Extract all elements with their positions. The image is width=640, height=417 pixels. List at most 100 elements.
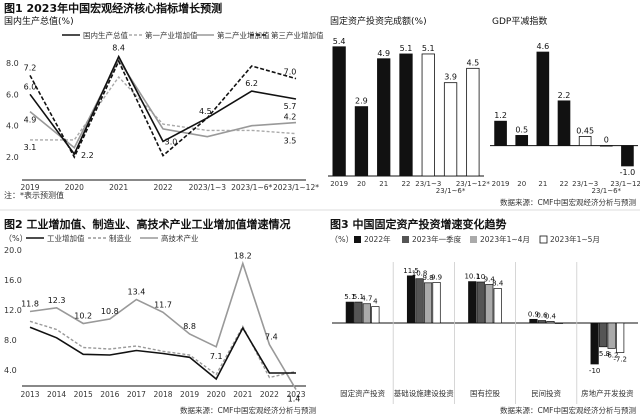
y-tick-label: 16.0 bbox=[4, 276, 22, 285]
bar-value-label: 4.5 bbox=[466, 58, 479, 67]
data-label: 7.0 bbox=[284, 68, 297, 77]
bar-value-label: 8.4 bbox=[492, 280, 504, 288]
figure3-legend: 2022年 2023年一季度 2023年1~4月 2023年1~5月 bbox=[354, 234, 600, 244]
y-tick-label: 8.0 bbox=[6, 59, 19, 68]
category-label: 固定资产投资 bbox=[340, 388, 385, 398]
x-tick-label: 2023/1~12* bbox=[273, 183, 319, 192]
y-tick-label: 2.0 bbox=[6, 153, 19, 162]
data-label: 1.4 bbox=[288, 395, 301, 404]
y-tick-label: 8.0 bbox=[4, 336, 17, 345]
figure1-panel-c-title: GDP平减指数 bbox=[492, 15, 547, 27]
series-line-1 bbox=[29, 326, 296, 381]
data-label: 10.8 bbox=[101, 307, 119, 316]
bar bbox=[371, 306, 380, 324]
x-tick-label: 2014 bbox=[47, 390, 66, 399]
data-label: 4.9 bbox=[24, 116, 37, 125]
figure3-unit: （%） bbox=[330, 235, 354, 244]
x-tick-label: 2023/1~6* bbox=[231, 183, 272, 192]
bar bbox=[485, 284, 494, 324]
figure1-line-chart: 2.0 4.0 6.0 8.0 2019 2020 2021 2022 2023/1~3 2023… bbox=[6, 44, 319, 192]
series-line-3 bbox=[29, 58, 297, 149]
legend-swatch-2023-jan-apr bbox=[470, 236, 477, 243]
bar bbox=[546, 321, 555, 324]
bar-value-label: 11.5 bbox=[403, 267, 419, 275]
x-tick-label: 2022 bbox=[153, 183, 172, 192]
bar-value-label: -10 bbox=[589, 367, 600, 375]
category-label: 基础设施建设投资 bbox=[394, 388, 454, 398]
x-tick-label: 2021 bbox=[109, 183, 128, 192]
figure1-note: 注：*表示预测值 bbox=[4, 190, 64, 200]
x-tick-label: 23/1~3 bbox=[572, 180, 598, 188]
x-tick-label: 2013 bbox=[20, 390, 39, 399]
bar-value-label: 2.9 bbox=[355, 97, 368, 106]
x-tick-label: 2023 bbox=[286, 390, 305, 399]
bar bbox=[406, 275, 416, 324]
x-tick-label: 22 bbox=[560, 180, 569, 188]
bar-value-label: 0.6 bbox=[536, 312, 548, 320]
series-line-2 bbox=[29, 320, 297, 379]
bar bbox=[421, 53, 435, 177]
bar bbox=[578, 136, 592, 146]
legend-swatch-2022 bbox=[354, 236, 361, 243]
bar-value-label: -6.2 bbox=[605, 351, 619, 359]
figure2-legend: 工业增加值 制造业 高技术产业 bbox=[26, 233, 199, 243]
gdp-deflator-bar-chart: 1.2 2019 0.5 20 4.6 21 2.2 22 0.45 23/1~3 0 23/1~6*… bbox=[490, 42, 640, 195]
y-tick-label: 12.0 bbox=[4, 306, 22, 315]
x-tick-label: 2020 bbox=[65, 183, 84, 192]
bar-value-label: 0.4 bbox=[545, 312, 557, 320]
data-label: 7.4 bbox=[265, 333, 278, 342]
bar-value-label: 0.5 bbox=[515, 125, 528, 134]
data-label: 11.7 bbox=[154, 300, 172, 309]
bar-value-label: 5.1 bbox=[422, 44, 435, 53]
bar bbox=[557, 100, 571, 147]
category-label: 房地产开发投资 bbox=[581, 388, 634, 398]
bar bbox=[468, 281, 477, 324]
legend-label-gdp: 国内生产总值 bbox=[83, 30, 128, 40]
x-tick-label: 2016 bbox=[100, 390, 119, 399]
data-label: 18.2 bbox=[234, 252, 252, 261]
bar-value-label: -1.0 bbox=[620, 168, 636, 177]
bar-value-label: 5.1 bbox=[344, 293, 355, 301]
data-label: 10.2 bbox=[74, 312, 92, 321]
data-label: 4.2 bbox=[284, 113, 297, 122]
data-label: 3.1 bbox=[24, 143, 37, 152]
bar-value-label: 2.2 bbox=[558, 91, 571, 100]
bar bbox=[432, 282, 441, 324]
figure2-title: 图2 工业增加值、制造业、高技术产业工业增加值增速情况 bbox=[4, 217, 290, 231]
figure1-panel-b-title: 固定资产投资完成额(%) bbox=[330, 15, 427, 27]
figure1-title: 图1 2023年中国宏观经济核心指标增长预测 bbox=[4, 1, 222, 15]
data-label: 8.4 bbox=[112, 44, 125, 53]
data-label: 8.8 bbox=[183, 322, 196, 331]
legend-label-tertiary: 第三产业增加值 bbox=[271, 30, 324, 40]
bar-value-label: 0.9 bbox=[528, 310, 539, 318]
x-tick-label: 20 bbox=[517, 180, 526, 188]
legend-label-2022: 2022年 bbox=[364, 234, 391, 244]
figure1-ylabel: 国内生产总值(%) bbox=[4, 15, 74, 27]
data-label: 5.7 bbox=[284, 102, 297, 111]
x-tick-label: 2019 bbox=[180, 390, 199, 399]
x-tick-label: 21 bbox=[538, 180, 547, 188]
bar bbox=[466, 67, 480, 177]
data-label: 3.0 bbox=[165, 137, 178, 146]
x-tick-label: 23/1~6* bbox=[436, 187, 466, 195]
bar-value-label: 10.1 bbox=[464, 273, 480, 281]
legend-label-manufacturing: 制造业 bbox=[109, 233, 132, 243]
bar bbox=[554, 322, 564, 324]
legend-label-2023-jan-may: 2023年1~5月 bbox=[550, 234, 600, 244]
bar-value-label: 1.2 bbox=[494, 111, 507, 120]
x-tick-label: 2018 bbox=[153, 390, 172, 399]
data-label: 4.5 bbox=[199, 107, 212, 116]
x-tick-label: 23/1~3 bbox=[415, 180, 441, 188]
bar bbox=[354, 301, 363, 324]
x-tick-label: 2023/1~3 bbox=[189, 183, 227, 192]
bar bbox=[332, 46, 346, 177]
bar-value-label: 4.6 bbox=[536, 42, 549, 51]
category-label: 民间投资 bbox=[531, 388, 561, 398]
x-tick-label: 22 bbox=[402, 180, 411, 188]
data-label: 13.4 bbox=[127, 288, 145, 297]
bar-value-label: 5.1 bbox=[353, 293, 364, 301]
legend-label-2023-jan-apr: 2023年1~4月 bbox=[480, 234, 530, 244]
x-tick-label: 2019 bbox=[20, 183, 39, 192]
bar-value-label: 0.45 bbox=[576, 126, 594, 135]
bar bbox=[362, 303, 371, 324]
